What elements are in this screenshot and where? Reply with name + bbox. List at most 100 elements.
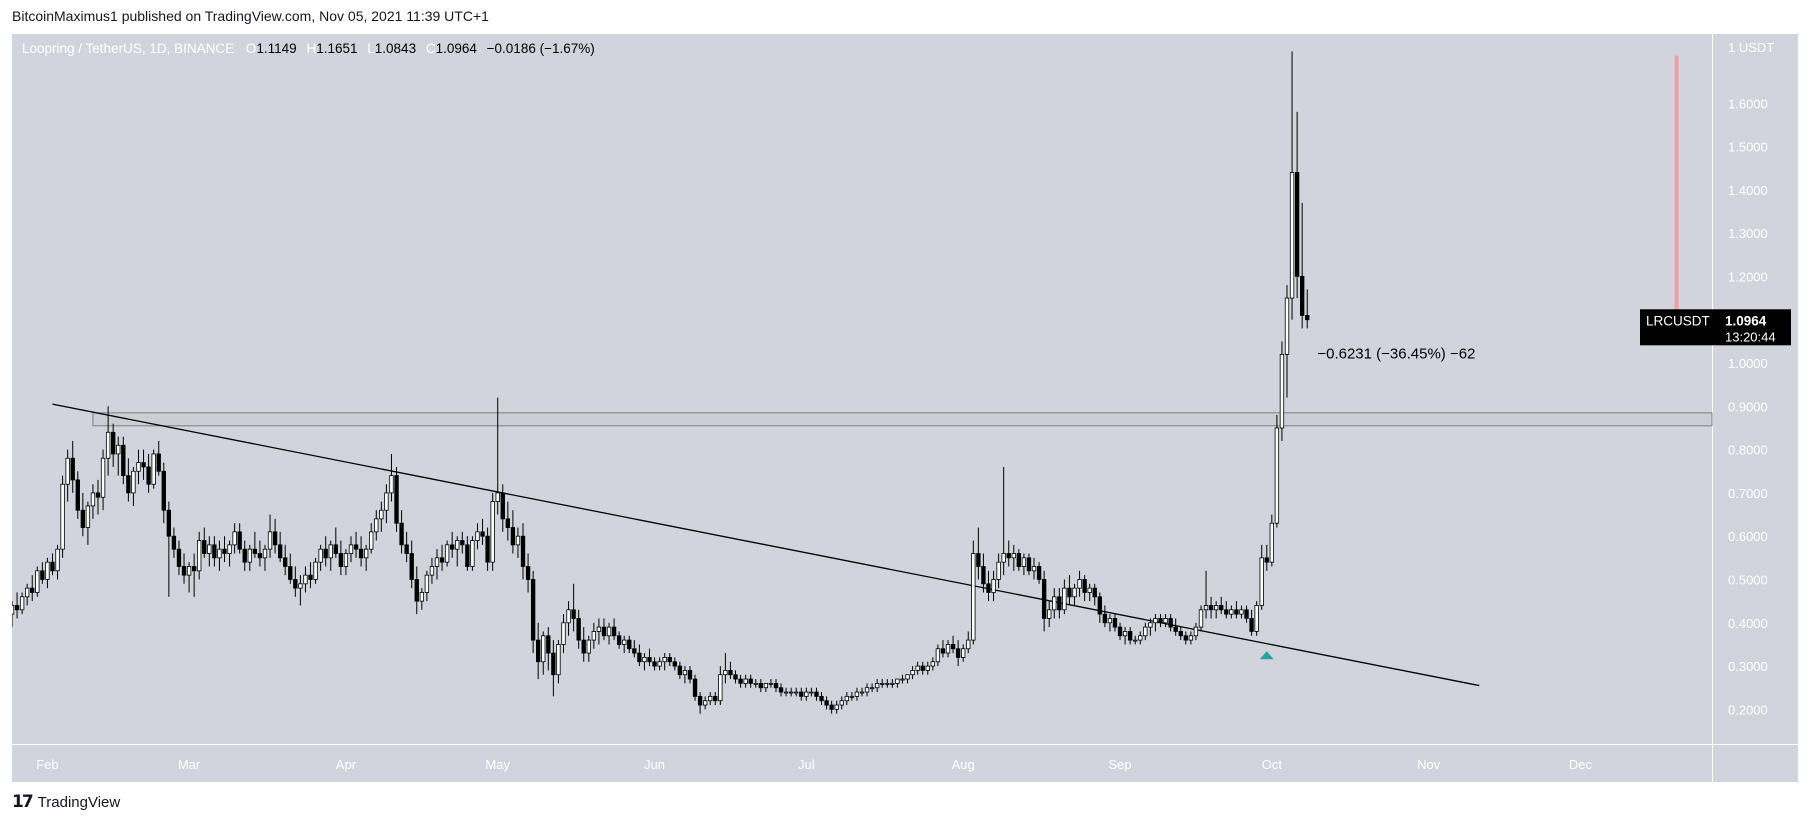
candle-body xyxy=(444,544,450,563)
candle-body xyxy=(409,553,414,580)
current-price-label[interactable]: LRCUSDT 1.0964 13:20:44 xyxy=(1640,309,1791,346)
candle-body xyxy=(470,540,475,567)
candle-body xyxy=(915,665,920,671)
candle-body xyxy=(930,661,936,667)
candle-body xyxy=(976,553,981,567)
candle-body xyxy=(652,661,657,667)
candle-body xyxy=(105,431,111,459)
candle-body xyxy=(1047,609,1052,619)
candle-body xyxy=(308,574,313,580)
candle-body xyxy=(156,453,161,472)
candle-body xyxy=(500,492,505,520)
candle-body xyxy=(80,509,86,528)
candle-body xyxy=(627,639,632,650)
candle-body xyxy=(505,518,511,528)
candle-body xyxy=(272,531,278,546)
candle-body xyxy=(955,648,961,658)
candle-body xyxy=(581,639,586,654)
candle-body xyxy=(1001,553,1006,563)
candle-body xyxy=(1148,622,1153,628)
ohlc-high-value: 1.1651 xyxy=(316,41,357,56)
candle-body xyxy=(1208,605,1214,611)
candle-body xyxy=(202,540,207,554)
candle-body xyxy=(40,570,45,580)
candle-body xyxy=(606,626,612,637)
candle-body xyxy=(1087,587,1092,593)
price-tick-label: 0.3000 xyxy=(1728,659,1768,674)
candle-body xyxy=(116,444,121,455)
ohlc-change: −0.0186 (−1.67%) xyxy=(487,41,595,56)
candle-body xyxy=(1107,618,1113,624)
candle-body xyxy=(424,574,430,593)
measure-bar[interactable] xyxy=(1674,55,1679,322)
ohlc-open-label: O xyxy=(246,41,257,56)
footer-brand-name: TradingView xyxy=(37,793,121,811)
ohlc-close-value: 1.0964 xyxy=(436,41,478,56)
candle-body xyxy=(1077,579,1082,589)
candle-body xyxy=(12,605,15,615)
candle-body xyxy=(809,691,814,694)
candle-body xyxy=(1198,609,1204,628)
candle-body xyxy=(404,544,409,554)
candle-body xyxy=(60,483,65,550)
candle-body xyxy=(920,665,925,671)
candle-body xyxy=(419,592,424,602)
candle-body xyxy=(151,453,156,485)
candle-body xyxy=(551,652,556,676)
descending-trendline[interactable] xyxy=(52,403,1480,687)
candle-body xyxy=(1021,557,1027,567)
candle-body xyxy=(530,579,536,641)
candle-body xyxy=(622,639,627,645)
candle-body xyxy=(733,674,738,680)
candle-body xyxy=(227,544,232,554)
candle-body xyxy=(455,540,460,550)
ohlc-open-value: 1.1149 xyxy=(256,41,296,56)
candle-body xyxy=(318,548,323,563)
candle-body xyxy=(328,544,333,559)
chart-svg[interactable]: −0.6231 (−36.45%) −62 Loopring / TetherU… xyxy=(12,34,1798,782)
candle-body xyxy=(819,695,824,702)
candle-body xyxy=(1254,605,1259,632)
candle-body xyxy=(616,635,622,645)
candle-body xyxy=(950,644,956,650)
price-tick-label: 1.5000 xyxy=(1728,140,1768,155)
candle-body xyxy=(262,548,268,559)
candle-body xyxy=(728,670,733,676)
candle-body xyxy=(242,548,247,563)
chart-title: Loopring / TetherUS, 1D, BINANCE xyxy=(22,41,234,56)
candle-body xyxy=(778,687,784,693)
time-tick-label: Apr xyxy=(336,757,357,772)
price-tick-label: 0.4000 xyxy=(1728,616,1768,631)
candle-body xyxy=(1011,553,1016,559)
candle-body xyxy=(1153,618,1158,624)
candle-body xyxy=(672,661,677,667)
candle-body xyxy=(945,644,951,654)
candle-body xyxy=(65,457,70,485)
price-tick-label: 1.2000 xyxy=(1728,269,1768,284)
candle-body xyxy=(374,518,379,533)
candle-body xyxy=(520,535,526,567)
candle-body xyxy=(642,657,647,663)
candle-body xyxy=(379,509,384,520)
candle-body xyxy=(794,691,799,694)
candle-body xyxy=(961,648,966,658)
resistance-zone[interactable] xyxy=(92,412,1713,427)
candle-body xyxy=(1117,626,1123,637)
candle-body xyxy=(95,492,101,498)
candle-body xyxy=(429,566,435,576)
candle-body xyxy=(525,566,531,580)
candle-body xyxy=(657,661,662,667)
footer-brand[interactable]: 𝟭𝟳 TradingView xyxy=(12,792,120,812)
candle-body xyxy=(232,531,237,546)
candle-body xyxy=(692,678,698,697)
candle-body xyxy=(1264,557,1269,563)
candle-body xyxy=(394,475,399,524)
chart-area[interactable]: −0.6231 (−36.45%) −62 Loopring / TetherU… xyxy=(12,34,1798,782)
chart-legend[interactable]: Loopring / TetherUS, 1D, BINANCE O1.1149… xyxy=(22,41,595,56)
candle-body xyxy=(1112,618,1118,628)
candle-body xyxy=(222,548,227,554)
time-tick-label: Aug xyxy=(952,757,975,772)
candle-body xyxy=(783,691,789,694)
price-axis-pane[interactable] xyxy=(1712,34,1798,744)
candle-body xyxy=(141,462,146,468)
